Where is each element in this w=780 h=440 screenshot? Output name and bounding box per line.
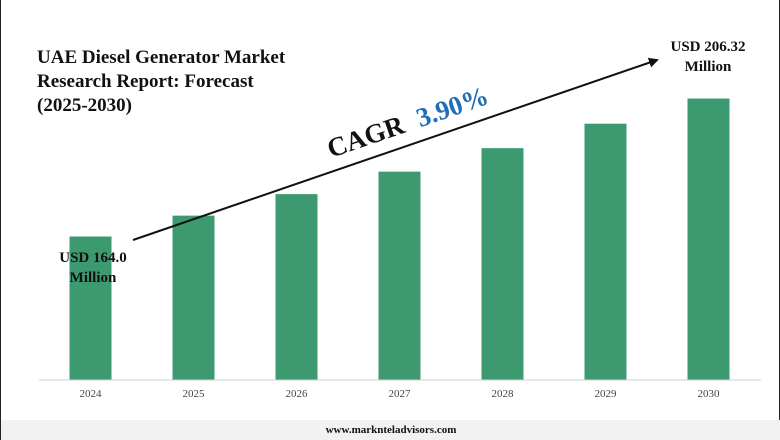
x-tick-2029: 2029 [595, 388, 618, 400]
bar-2029 [584, 123, 627, 381]
cagr-annotation: CAGR 3.90% [323, 80, 492, 163]
cagr-label: CAGR [323, 109, 408, 163]
bar-2025 [172, 215, 215, 380]
bar-2028 [481, 148, 524, 380]
source-footer: www.marknteladvisors.com [1, 420, 780, 440]
x-tick-2025: 2025 [183, 388, 206, 400]
start-value-label-line1: USD 164.0 [59, 250, 127, 266]
bar-chart: 2024 2025 2026 2027 2028 2029 2030 CAGR 3.90% … [39, 39, 761, 400]
x-tick-2028: 2028 [492, 388, 515, 400]
x-tick-2030: 2030 [698, 388, 721, 400]
bar-2030 [687, 98, 730, 381]
growth-arrow [132, 57, 659, 241]
x-tick-2024: 2024 [80, 388, 103, 400]
bar-2026 [275, 194, 318, 380]
chart-title: UAE Diesel Generator Market Research Rep… [37, 47, 286, 116]
end-value-label-line2: Million [685, 59, 732, 75]
x-tick-labels: 2024 2025 2026 2027 2028 2029 2030 [80, 388, 721, 400]
bar-2024 [69, 236, 112, 380]
cagr-value: 3.90% [412, 80, 492, 133]
end-value-label-line1: USD 206.32 [670, 39, 745, 55]
bars-group [69, 98, 730, 381]
bar-2027 [378, 171, 421, 380]
x-tick-2027: 2027 [389, 388, 412, 400]
x-tick-2026: 2026 [286, 388, 309, 400]
start-value-label-line2: Million [70, 270, 117, 286]
